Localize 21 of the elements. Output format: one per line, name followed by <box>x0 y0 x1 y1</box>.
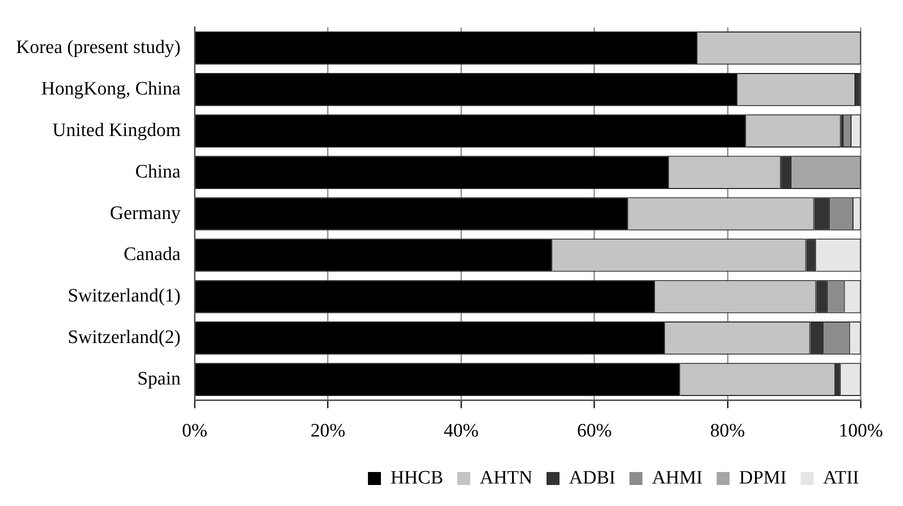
legend-label: AHTN <box>480 467 533 488</box>
y-tick-label: Switzerland(2) <box>68 327 181 348</box>
legend-label: ADBI <box>569 467 616 488</box>
legend-label: DPMI <box>739 467 787 488</box>
x-tick-label: 20% <box>310 420 346 442</box>
y-tick-label: HongKong, China <box>41 78 182 100</box>
x-tick-label: 80% <box>710 420 746 442</box>
y-tick-label: Germany <box>110 202 182 224</box>
y-tick-label: Korea (present study) <box>16 37 181 58</box>
x-tick-label: 100% <box>838 420 884 442</box>
y-tick-label: Switzerland(1) <box>68 286 181 307</box>
y-tick-label: Canada <box>124 244 182 266</box>
legend-label: AHMI <box>652 467 703 488</box>
y-tick-label: Spain <box>137 368 182 390</box>
legend-label: HHCB <box>390 467 444 488</box>
y-tick-label: China <box>135 161 182 182</box>
x-tick-label: 0% <box>182 420 208 442</box>
x-tick-label: 40% <box>444 420 479 442</box>
x-tick-label: 60% <box>576 420 612 442</box>
legend-label: ATII <box>823 467 860 488</box>
y-tick-label: United Kingdom <box>52 120 181 141</box>
